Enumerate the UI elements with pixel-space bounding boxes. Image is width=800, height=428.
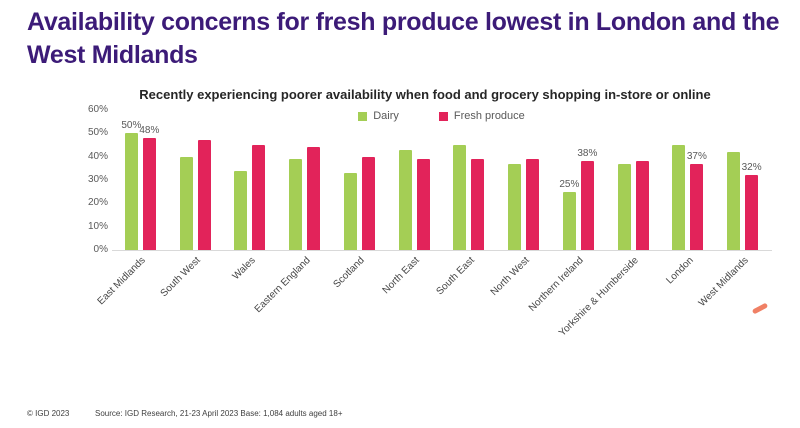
bar-dairy-scotland — [343, 173, 357, 250]
bar-dairy-north-east — [398, 149, 412, 250]
bar-dairy-yorkshire-humberside — [617, 163, 631, 250]
legend-item-dairy: Dairy — [358, 110, 399, 122]
chart-title: Recently experiencing poorer availabilit… — [139, 87, 711, 102]
bar-fresh-produce-north-east — [416, 159, 430, 250]
bar-value-label-dairy-east-midlands: 50% — [121, 120, 142, 132]
bar-dairy-london — [672, 145, 686, 250]
bar-fresh-produce-scotland — [361, 156, 375, 250]
bar-dairy-east-midlands — [124, 133, 138, 250]
bar-fresh-produce-south-east — [471, 159, 485, 250]
legend-label-fresh-produce: Fresh produce — [453, 110, 525, 122]
bar-fresh-produce-yorkshire-humberside — [635, 161, 649, 250]
bar-fresh-produce-north-west — [526, 159, 540, 250]
legend-marker-dairy — [358, 111, 368, 121]
bar-dairy-northern-ireland — [562, 191, 576, 250]
y-tick-label: 10% — [87, 220, 108, 232]
y-tick-label: 40% — [87, 150, 108, 162]
footer-source: Source: IGD Research, 21-23 April 2023 B… — [95, 409, 343, 418]
bar-dairy-wales — [234, 170, 248, 250]
y-tick-label: 0% — [93, 244, 108, 255]
y-tick-label: 60% — [87, 104, 108, 115]
bar-fresh-produce-northern-ireland — [580, 161, 594, 250]
x-axis: East Midlands South West Wales Eastern Engl… — [96, 253, 770, 339]
bar-fresh-produce-south-west — [197, 140, 211, 250]
bar-value-label-fresh-produce-northern-ireland: 38% — [577, 148, 598, 160]
bar-fresh-produce-wales — [252, 145, 266, 250]
bar-fresh-produce-west-midlands — [745, 175, 759, 250]
bar-value-label-fresh-produce-east-midlands: 48% — [139, 125, 160, 136]
y-axis: 0% 10% 20% 30% 40% 50% 60% — [58, 104, 108, 255]
bar-fresh-produce-east-midlands — [142, 138, 156, 250]
x-axis-baseline — [112, 250, 772, 251]
bar-value-label-dairy-northern-ireland: 25% — [559, 178, 580, 190]
bar-dairy-west-midlands — [727, 152, 741, 250]
legend-marker-fresh-produce — [438, 111, 448, 121]
y-tick-label: 50% — [87, 127, 108, 139]
bar-dairy-north-west — [508, 163, 522, 250]
bar-fresh-produce-eastern-england — [307, 147, 321, 250]
legend-item-fresh-produce: Fresh produce — [438, 110, 525, 122]
bar-dairy-eastern-england — [289, 159, 303, 250]
legend: Dairy Fresh produce — [113, 110, 770, 122]
legend-label-dairy: Dairy — [373, 110, 399, 122]
bar-fresh-produce-london — [690, 163, 704, 250]
y-tick-label: 20% — [87, 197, 108, 209]
footer-copyright: © IGD 2023 — [27, 409, 70, 418]
page-title: Availability concerns for fresh produce … — [27, 8, 780, 69]
plot-area: 50% 48% 25% 38% 37% 32% — [113, 110, 770, 250]
bar-dairy-south-west — [179, 156, 193, 250]
bar-value-label-fresh-produce-west-midlands: 32% — [741, 162, 762, 174]
bar-dairy-south-east — [453, 145, 467, 250]
y-tick-label: 30% — [87, 174, 108, 185]
bar-value-label-fresh-produce-london: 37% — [686, 150, 707, 162]
